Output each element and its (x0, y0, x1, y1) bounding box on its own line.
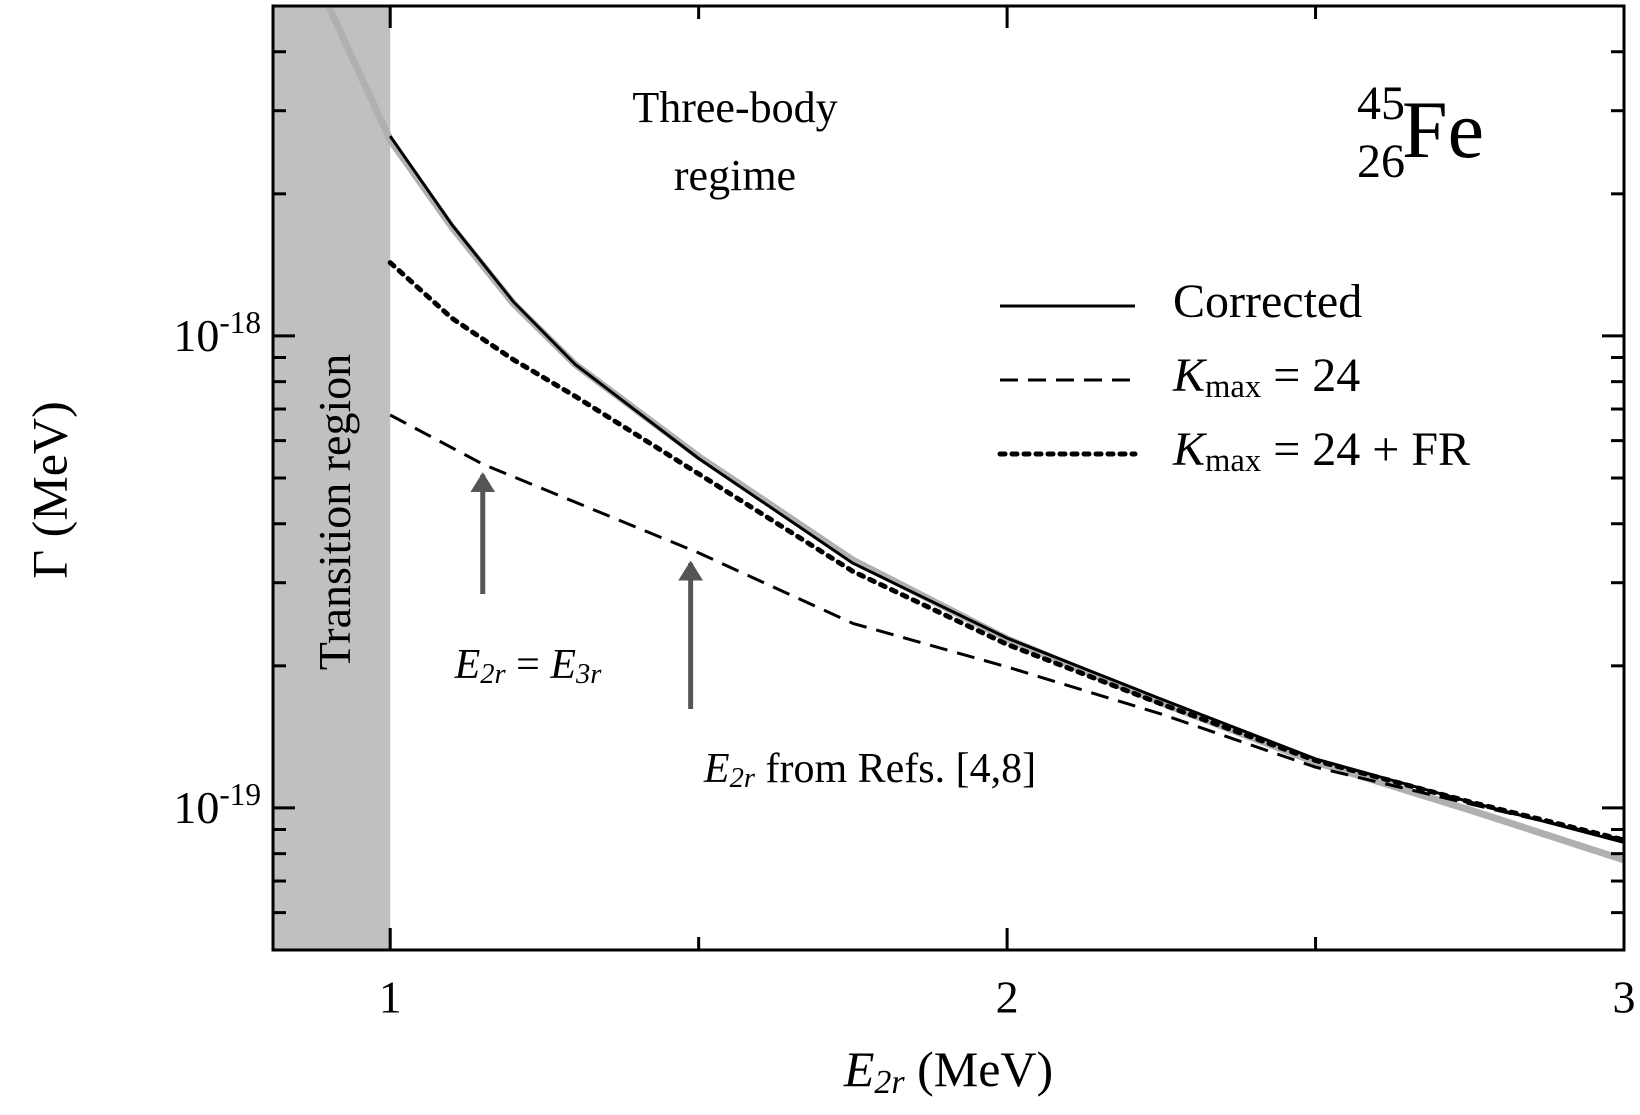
text-part: E (703, 746, 730, 792)
nuclide-charge: 26 (1357, 135, 1405, 188)
y-tick-label: 10-19 (173, 777, 261, 832)
series-line (387, 260, 1627, 843)
text-part: -18 (219, 305, 261, 340)
text-part: 2r (730, 763, 756, 794)
text-part: E (843, 1041, 875, 1097)
text-part: max (1205, 369, 1261, 405)
transition-region-label: Transition region (309, 354, 360, 670)
annotation: E2r from Refs. [4,8] (703, 746, 1036, 795)
x-axis-label: E2r (MeV) (843, 1041, 1053, 1101)
annotation: regime (674, 151, 796, 200)
text-part: E (549, 642, 576, 688)
y-tick-label: 10-18 (173, 305, 261, 360)
legend-label: Kmax = 24 (1172, 349, 1360, 405)
y-axis-label: Γ (MeV) (21, 401, 77, 578)
text-part: = 24 (1261, 349, 1360, 402)
text-part: = 24 + FR (1261, 423, 1470, 476)
text-part: 2r (480, 659, 506, 690)
text-part: from Refs. [4,8] (755, 746, 1036, 792)
nuclide-symbol: Fe (1402, 84, 1484, 175)
x-tick-label: 1 (379, 972, 402, 1023)
text-part: K (1172, 349, 1208, 402)
text-part: max (1205, 443, 1261, 479)
text-part: 3r (575, 659, 602, 690)
text-part: -19 (219, 777, 261, 812)
series-line (389, 413, 1625, 842)
text-part: K (1172, 423, 1208, 476)
legend-label: Kmax = 24 + FR (1172, 423, 1470, 479)
text-part: 10 (173, 781, 219, 832)
text-part: 10 (173, 309, 219, 360)
transition-region (273, 6, 391, 950)
annotation: Three-body (632, 83, 837, 132)
text-part: = (506, 642, 551, 688)
legend-label: Corrected (1173, 275, 1362, 328)
x-tick-label: 2 (996, 972, 1019, 1023)
text-part: 2r (874, 1064, 905, 1101)
nuclide-mass: 45 (1357, 77, 1405, 130)
text-part: E (454, 642, 481, 688)
series-line (388, 135, 1625, 844)
text-part: (MeV) (905, 1041, 1054, 1097)
x-tick-label: 3 (1613, 972, 1636, 1023)
annotation: E2r = E3r (454, 642, 603, 691)
